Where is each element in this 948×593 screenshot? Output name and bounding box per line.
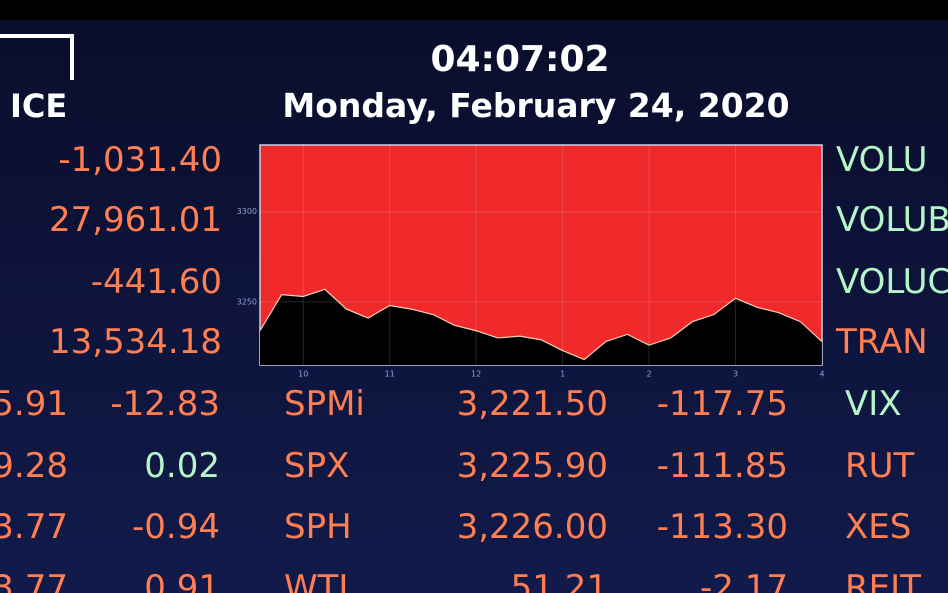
- quote-cell: VOLUB: [836, 200, 948, 240]
- quote-cell: WTI: [284, 568, 349, 593]
- quote-cell: RUT: [845, 446, 915, 486]
- quote-cell: VOLU: [836, 140, 928, 180]
- x-tick-label: 2: [647, 370, 652, 379]
- y-tick-label: 3250: [237, 297, 257, 306]
- quote-cell: -113.30: [656, 507, 788, 547]
- quote-cell: SPMi: [284, 384, 365, 424]
- quote-cell: VIX: [845, 384, 902, 424]
- x-tick-label: 3: [733, 370, 738, 379]
- quote-cell: TRAN: [836, 322, 928, 362]
- quote-cell: 5.91: [0, 384, 68, 424]
- quote-cell: -12.83: [110, 384, 220, 424]
- x-tick-label: 1: [560, 370, 565, 379]
- quote-cell: SPX: [284, 446, 350, 486]
- logo-frame: [0, 34, 74, 80]
- clock: 04:07:02: [430, 39, 610, 80]
- quote-cell: -1,031.40: [58, 140, 222, 180]
- quote-cell: VOLUC: [836, 262, 948, 302]
- quote-cell: -2.17: [700, 568, 788, 593]
- quote-cell: -0.94: [132, 507, 220, 547]
- quote-cell: 3.77: [0, 568, 68, 593]
- quote-cell: -117.75: [656, 384, 788, 424]
- quote-cell: 3,225.90: [456, 446, 608, 486]
- quote-cell: XES: [845, 507, 912, 547]
- quote-cell: 0.91: [144, 568, 220, 593]
- quote-cell: 0.02: [144, 446, 220, 486]
- quote-cell: -441.60: [90, 262, 222, 302]
- quote-cell: 9.28: [0, 446, 68, 486]
- quote-cell: 3.77: [0, 507, 68, 547]
- logo: ICE: [10, 87, 68, 125]
- quote-cell: 13,534.18: [48, 322, 222, 362]
- quote-cell: 3,226.00: [456, 507, 608, 547]
- date: Monday, February 24, 2020: [282, 86, 790, 125]
- quote-cell: 51.21: [510, 568, 608, 593]
- x-tick-label: 4: [819, 370, 824, 379]
- line: [259, 288, 823, 361]
- quote-cell: 27,961.01: [48, 200, 222, 240]
- quote-cell: REIT: [845, 568, 921, 593]
- x-tick-label: 10: [298, 370, 308, 379]
- x-tick-label: 12: [471, 370, 481, 379]
- quote-cell: 3,221.50: [456, 384, 608, 424]
- x-tick-label: 11: [385, 370, 395, 379]
- quote-cell: -111.85: [656, 446, 788, 486]
- quote-cell: SPH: [284, 507, 352, 547]
- y-tick-label: 3300: [237, 207, 257, 216]
- area: [260, 289, 822, 365]
